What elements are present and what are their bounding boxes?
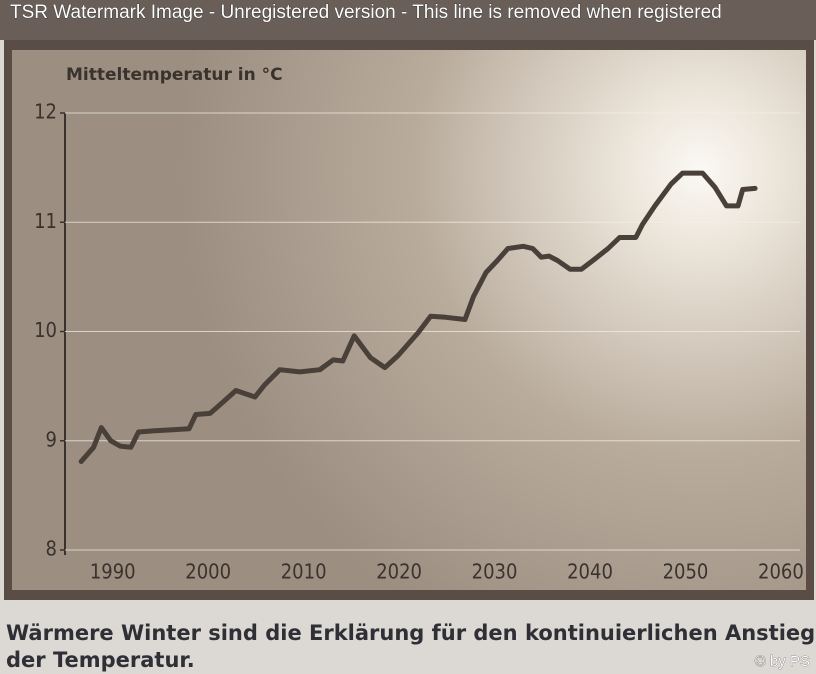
y-tick-label: 10 [34,318,57,342]
credit: © by PS [755,653,810,670]
x-tick-label: 2050 [663,560,709,584]
x-tick-label: 2030 [472,560,518,584]
y-axis-label: Mitteltemperatur in °C [66,65,283,85]
plot: 8 9 10 11 12 1990 2000 2010 2020 2030 2040 2050 2060 [34,100,804,584]
x-tick-label: 2000 [185,560,231,584]
watermark: TSR Watermark Image - Unregistered versi… [10,2,722,23]
header-band [0,0,816,40]
y-tick-label: 12 [34,100,57,124]
x-tick-label: 2020 [376,560,422,584]
x-tick-label: 2060 [758,560,804,584]
y-tick-label: 9 [46,427,57,451]
caption-line: Wärmere Winter sind die Erklärung für de… [6,621,815,645]
caption-line: der Temperatur. [6,648,195,672]
y-tick-label: 8 [46,537,57,561]
x-tick-label: 1990 [90,560,136,584]
x-tick-label: 2040 [567,560,613,584]
temperature-line [78,170,758,464]
plot-background [12,50,806,590]
x-tick-label: 2010 [281,560,327,584]
y-tick-label: 11 [34,209,57,233]
